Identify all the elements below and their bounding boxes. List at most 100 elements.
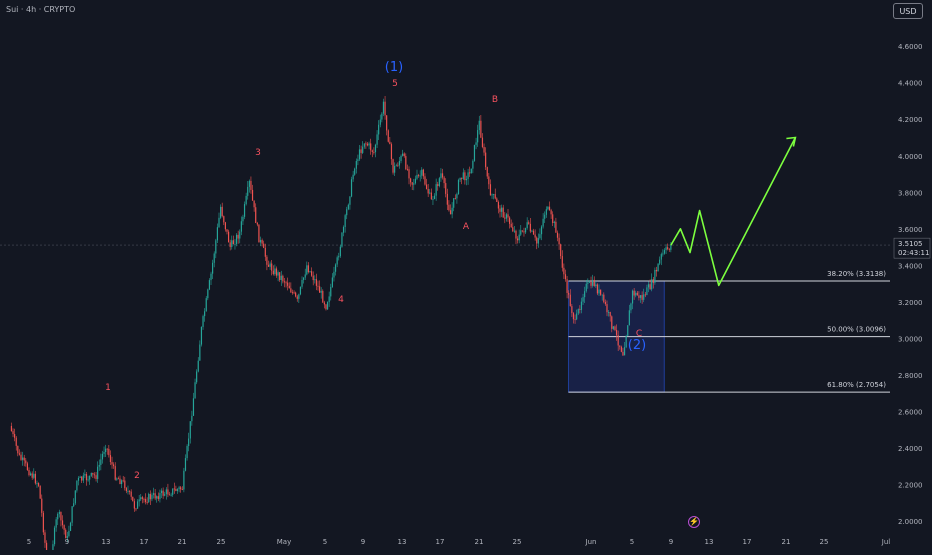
candle-body xyxy=(280,275,282,281)
candle-body xyxy=(347,204,349,210)
currency-button[interactable]: USD xyxy=(893,3,923,19)
time-axis-tick: 21 xyxy=(475,538,484,546)
candle-body xyxy=(312,275,314,281)
candle-body xyxy=(603,294,605,303)
current-price-value: 3.5105 xyxy=(898,240,923,248)
lightning-icon[interactable]: ⚡ xyxy=(688,516,700,528)
candle-body xyxy=(400,155,402,162)
candle-body xyxy=(74,490,76,504)
candle-body xyxy=(66,536,68,539)
candle-body xyxy=(430,192,432,200)
candle-body xyxy=(186,446,188,459)
time-axis-tick: 17 xyxy=(743,538,752,546)
candle-body xyxy=(373,152,375,153)
candle-body xyxy=(416,174,418,179)
candle-body xyxy=(462,172,464,179)
time-axis-tick: 25 xyxy=(820,538,829,546)
candle-body xyxy=(135,508,137,510)
candle-body xyxy=(263,243,265,248)
candle-body xyxy=(82,475,84,481)
wave-label: B xyxy=(492,95,498,105)
candle-body xyxy=(17,445,19,454)
candle-body xyxy=(210,273,212,281)
candle-body xyxy=(251,189,254,201)
candle-body xyxy=(366,143,369,146)
candle-body xyxy=(53,527,56,545)
candle-body xyxy=(28,470,30,476)
candle-body xyxy=(226,229,228,232)
price-axis-tick: 3.8000 xyxy=(898,189,923,197)
candle-body xyxy=(18,453,21,455)
candle-body xyxy=(20,454,22,460)
candle-body xyxy=(534,234,536,238)
candle-body xyxy=(424,176,426,185)
candle-body xyxy=(101,453,104,460)
wave-label: (1) xyxy=(385,60,403,75)
candle-body xyxy=(662,253,664,255)
symbol-title: Sui · 4h · CRYPTO xyxy=(6,5,76,14)
wave-label: A xyxy=(463,222,470,232)
candle-body xyxy=(248,180,250,187)
candle-body xyxy=(587,282,589,284)
candle-body xyxy=(547,206,549,210)
candle-body xyxy=(432,198,434,200)
time-axis-tick: 25 xyxy=(513,538,522,546)
candle-body xyxy=(355,161,357,169)
candle-body xyxy=(660,254,662,260)
candle-body xyxy=(451,207,453,215)
candle-body xyxy=(403,153,405,157)
candle-body xyxy=(532,230,535,235)
candle-body xyxy=(36,483,38,484)
candle-body xyxy=(172,488,174,495)
candle-body xyxy=(103,452,105,454)
candle-body xyxy=(87,479,89,481)
candle-body xyxy=(317,285,319,287)
candle-body xyxy=(229,242,231,248)
candle-body xyxy=(207,289,209,299)
candle-body xyxy=(378,124,380,135)
candle-body xyxy=(309,271,311,273)
candle-body xyxy=(499,208,501,212)
candle-body xyxy=(443,177,445,184)
candle-body xyxy=(22,457,24,460)
candle-body xyxy=(282,275,284,282)
candle-body xyxy=(670,244,672,250)
candle-body xyxy=(26,463,29,471)
candle-body xyxy=(358,149,361,160)
candle-body xyxy=(577,309,579,314)
candle-body xyxy=(204,311,206,317)
projection-path[interactable] xyxy=(670,137,797,287)
candle-body xyxy=(181,489,183,490)
candle-body xyxy=(34,473,36,484)
candle-body xyxy=(627,325,629,336)
candle-body xyxy=(494,194,496,199)
candle-body xyxy=(425,184,428,190)
candle-body xyxy=(176,489,179,491)
candle-body xyxy=(481,137,484,147)
candle-body xyxy=(614,326,616,331)
candle-body xyxy=(283,281,286,283)
candle-body xyxy=(638,295,640,298)
candle-body xyxy=(105,448,107,453)
price-axis-tick: 2.4000 xyxy=(898,445,923,453)
candle-body xyxy=(111,462,113,465)
candle-body xyxy=(223,216,225,223)
candle-body xyxy=(419,175,421,177)
candle-body xyxy=(563,267,565,275)
candle-body xyxy=(625,335,627,348)
candle-body xyxy=(336,257,338,265)
candle-body xyxy=(331,277,333,287)
price-axis-tick: 3.6000 xyxy=(898,226,923,234)
candle-body xyxy=(510,223,512,228)
candle-body xyxy=(472,160,474,169)
candle-body xyxy=(600,289,602,295)
candle-body xyxy=(41,498,43,513)
candle-body xyxy=(235,234,238,244)
candle-body xyxy=(459,177,461,180)
candle-body xyxy=(496,198,498,203)
candle-body xyxy=(406,169,409,170)
candle-body xyxy=(438,178,440,187)
candle-body xyxy=(73,503,75,507)
